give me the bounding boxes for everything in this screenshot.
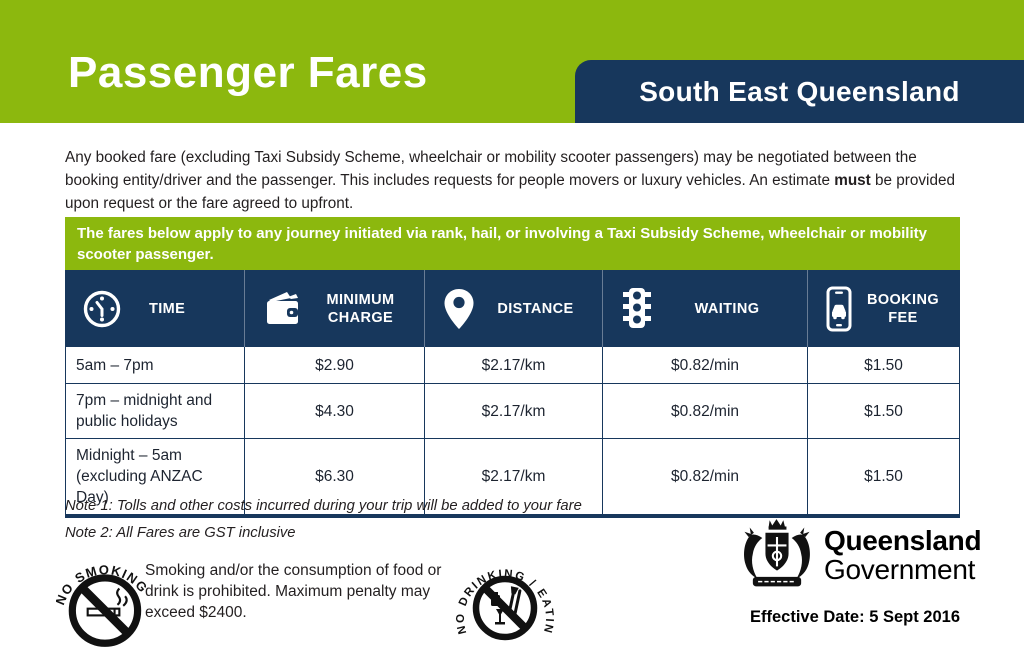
government-logo-text: Queensland Government xyxy=(824,525,982,585)
region-label: South East Queensland xyxy=(639,75,960,107)
no-drinking-eating-label: NO DRINKING / EATING xyxy=(442,534,554,636)
fare-cell-distance: $2.17/km xyxy=(425,347,603,384)
wallet-icon xyxy=(261,288,305,330)
column-header-minimum-charge-label: MINIMUM CHARGE xyxy=(326,291,395,326)
fare-row-evening: 7pm – midnight and public holidays $4.30… xyxy=(65,384,960,439)
fare-cell-time: 7pm – midnight and public holidays xyxy=(65,384,245,439)
phone-booking-icon xyxy=(824,286,854,332)
column-header-minimum-charge: MINIMUM CHARGE xyxy=(245,270,425,347)
fare-cell-time: 5am – 7pm xyxy=(65,347,245,384)
no-smoking-text: Smoking and/or the consumption of food o… xyxy=(145,562,442,621)
fare-cell-waiting: $0.82/min xyxy=(603,439,808,514)
clock-icon xyxy=(81,288,123,330)
fare-row-day: 5am – 7pm $2.90 $2.17/km $0.82/min $1.50 xyxy=(65,347,960,384)
location-pin-icon xyxy=(441,287,477,331)
column-header-waiting: WAITING xyxy=(603,270,808,347)
logo-line-1: Queensland xyxy=(824,525,982,556)
fare-row-night: Midnight – 5am (excluding ANZAC Day) $6.… xyxy=(65,439,960,514)
fare-cell-distance: $2.17/km xyxy=(425,439,603,514)
fare-cell-waiting: $0.82/min xyxy=(603,384,808,439)
no-drinking-eating-icon: NO DRINKING / EATING xyxy=(442,534,563,664)
fare-cell-booking-fee: $1.50 xyxy=(808,347,960,384)
column-header-time-label: TIME xyxy=(149,300,186,317)
note-2: Note 2: All Fares are GST inclusive xyxy=(65,525,296,541)
fare-cell-waiting: $0.82/min xyxy=(603,347,808,384)
fare-table: TIME MINIMUM CHARGE xyxy=(65,270,960,518)
fare-cell-minimum-charge: $4.30 xyxy=(245,384,425,439)
intro-text-before: Any booked fare (excluding Taxi Subsidy … xyxy=(65,149,917,189)
traffic-light-icon xyxy=(619,286,655,332)
column-header-distance: DISTANCE xyxy=(425,270,603,347)
logo-line-2: Government xyxy=(824,554,976,585)
column-header-time: TIME xyxy=(65,270,245,347)
fare-cell-time: Midnight – 5am (excluding ANZAC Day) xyxy=(65,439,245,514)
notice-bar: The fares below apply to any journey ini… xyxy=(65,217,960,270)
page-title: Passenger Fares xyxy=(68,48,428,97)
fare-cell-distance: $2.17/km xyxy=(425,384,603,439)
no-smoking-icon: NO SMOKING xyxy=(52,551,152,656)
column-header-booking-fee-label: BOOKING FEE xyxy=(866,291,940,326)
header-band: Passenger Fares South East Queensland xyxy=(0,0,1024,123)
column-header-waiting-label: WAITING xyxy=(694,300,760,317)
coat-of-arms-icon xyxy=(744,519,810,587)
region-tab: South East Queensland xyxy=(575,60,1024,123)
column-header-distance-label: DISTANCE xyxy=(497,300,574,317)
queensland-government-logo: Queensland Government xyxy=(738,516,982,600)
intro-bold-word: must xyxy=(834,172,871,189)
column-header-booking-fee: BOOKING FEE xyxy=(808,270,960,347)
intro-paragraph: Any booked fare (excluding Taxi Subsidy … xyxy=(65,146,965,215)
fare-cell-booking-fee: $1.50 xyxy=(808,439,960,514)
fare-cell-minimum-charge: $6.30 xyxy=(245,439,425,514)
fare-cell-minimum-charge: $2.90 xyxy=(245,347,425,384)
intro-text-after: be provided upon request or the fare agr… xyxy=(65,172,955,212)
effective-date: Effective Date: 5 Sept 2016 xyxy=(749,608,960,626)
note-1: Note 1: Tolls and other costs incurred d… xyxy=(65,498,582,514)
svg-text:NO DRINKING / EATING: NO DRINKING / EATING xyxy=(447,543,555,636)
fare-cell-booking-fee: $1.50 xyxy=(808,384,960,439)
fare-table-header-row: TIME MINIMUM CHARGE xyxy=(65,270,960,347)
